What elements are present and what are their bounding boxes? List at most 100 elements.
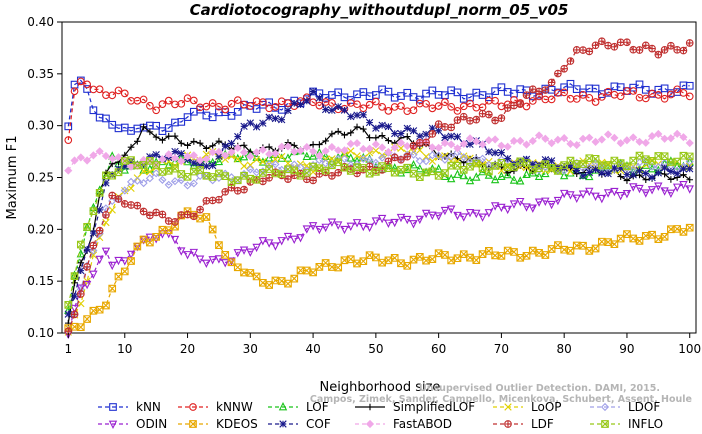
data-point [146,128,154,136]
data-point [372,97,380,106]
legend-label: LoOP [531,400,562,414]
data-point [234,132,242,141]
data-point [573,166,581,175]
data-point [547,157,556,165]
data-point [510,101,518,110]
data-point [227,112,236,120]
data-point [208,99,217,107]
data-point [189,212,198,221]
data-point [679,89,688,97]
data-point [152,169,161,178]
data-point [522,203,531,212]
data-point [233,143,242,153]
data-point [585,47,594,56]
y-tick-label: 0.10 [27,326,54,340]
data-point [83,222,91,231]
data-point [516,136,525,145]
data-point [491,251,499,260]
data-point [616,38,625,47]
data-point [108,191,117,200]
data-point [70,292,79,300]
data-point [284,279,292,288]
x-tick-label: 60 [431,342,446,356]
data-point [203,145,210,152]
data-point [202,102,211,111]
data-point [177,118,186,126]
data-point [409,255,418,264]
data-point [434,249,443,258]
data-point [221,151,230,160]
series-cof [64,87,694,318]
data-point [447,123,456,132]
data-point [133,201,142,210]
data-point [491,149,499,157]
data-point [622,190,632,199]
data-point [146,153,154,161]
x-tick-label: 90 [619,342,634,356]
data-point [271,155,280,163]
data-point [660,164,669,172]
data-point [277,142,286,151]
data-point [629,171,637,179]
data-point [378,153,387,162]
data-point [566,161,575,170]
data-point [610,187,619,197]
data-point [196,171,205,181]
data-point [384,147,393,157]
data-point [422,168,430,177]
data-point [309,147,318,156]
legend-label: ODIN [136,417,167,431]
data-point [509,200,519,209]
data-point [447,140,456,149]
data-point [397,129,405,138]
data-point [303,161,311,170]
data-point [466,99,474,108]
data-point [265,143,273,151]
data-point [378,102,386,111]
data-point [616,164,625,172]
x-tick-label: 50 [368,342,383,356]
data-point [385,137,392,144]
y-tick-label: 0.30 [27,119,54,133]
legend-item-lof: LOF [268,400,329,414]
data-point [64,166,73,175]
data-point [610,164,619,172]
data-point [648,173,656,182]
data-point [152,150,160,159]
data-point [108,154,117,163]
x-tick-label: 1 [64,342,72,356]
legend-item-fastabod: FastABOD [355,417,452,431]
data-point [390,143,399,152]
data-point [660,187,669,196]
data-point [490,202,500,211]
data-point [635,137,644,146]
data-point [654,129,663,139]
data-point [127,201,135,209]
data-point [466,93,474,102]
x-tick-label: 40 [305,342,320,356]
data-point [309,87,317,96]
data-point [353,111,361,119]
data-point [566,139,575,148]
data-point [252,123,261,131]
data-point [327,142,336,152]
data-point [227,99,236,108]
data-point [190,138,198,145]
data-point [189,248,199,258]
data-point [139,161,148,169]
legend-item-knnw: kNNW [178,400,253,414]
data-point [170,156,180,166]
data-point [158,175,167,184]
data-point [208,161,217,170]
data-point [259,278,267,287]
data-point [409,141,418,150]
data-point [591,192,600,201]
legend-marker [278,401,288,411]
data-point [485,148,493,156]
data-point [566,191,575,200]
data-point [434,212,443,221]
data-point [441,133,449,142]
data-point [64,319,72,327]
data-point [641,41,650,50]
data-point [365,251,374,260]
